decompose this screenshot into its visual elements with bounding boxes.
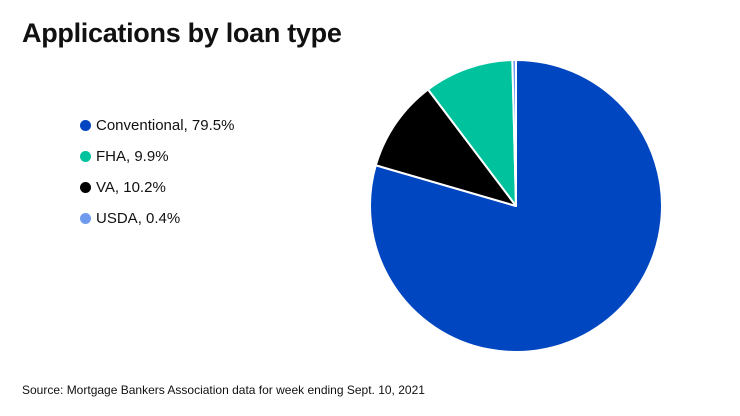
- legend-marker-usda: [80, 213, 91, 224]
- legend-text-conventional: Conventional, 79.5%: [96, 117, 235, 134]
- legend-value-fha: 9.9%: [134, 148, 169, 165]
- legend-item-va: VA, 10.2%: [80, 172, 234, 203]
- legend-value-va: 10.2%: [123, 179, 166, 196]
- legend-label-fha: FHA: [96, 148, 126, 165]
- source-note: Source: Mortgage Bankers Association dat…: [22, 383, 425, 397]
- legend-item-usda: USDA, 0.4%: [80, 203, 234, 234]
- legend-text-fha: FHA, 9.9%: [96, 148, 169, 165]
- legend-value-usda: 0.4%: [146, 210, 181, 227]
- legend-text-usda: USDA, 0.4%: [96, 210, 181, 227]
- legend-value-conventional: 79.5%: [191, 117, 235, 134]
- pie-slice-fha: [426, 59, 517, 207]
- chart-title: Applications by loan type: [22, 18, 342, 48]
- legend-item-conventional: Conventional, 79.5%: [80, 110, 234, 141]
- legend-marker-conventional: [80, 120, 91, 131]
- pie-chart: [369, 59, 664, 353]
- pie-slice-usda: [511, 59, 517, 207]
- legend-text-va: VA, 10.2%: [96, 179, 166, 196]
- legend-label-va: VA: [96, 179, 115, 196]
- legend-marker-fha: [80, 151, 91, 162]
- legend-marker-va: [80, 182, 91, 193]
- legend: Conventional, 79.5% FHA, 9.9% VA, 10.2% …: [80, 110, 234, 234]
- pie-slice-va: [374, 88, 517, 207]
- legend-item-fha: FHA, 9.9%: [80, 141, 234, 172]
- legend-label-conventional: Conventional: [96, 117, 184, 134]
- legend-label-usda: USDA: [96, 210, 138, 227]
